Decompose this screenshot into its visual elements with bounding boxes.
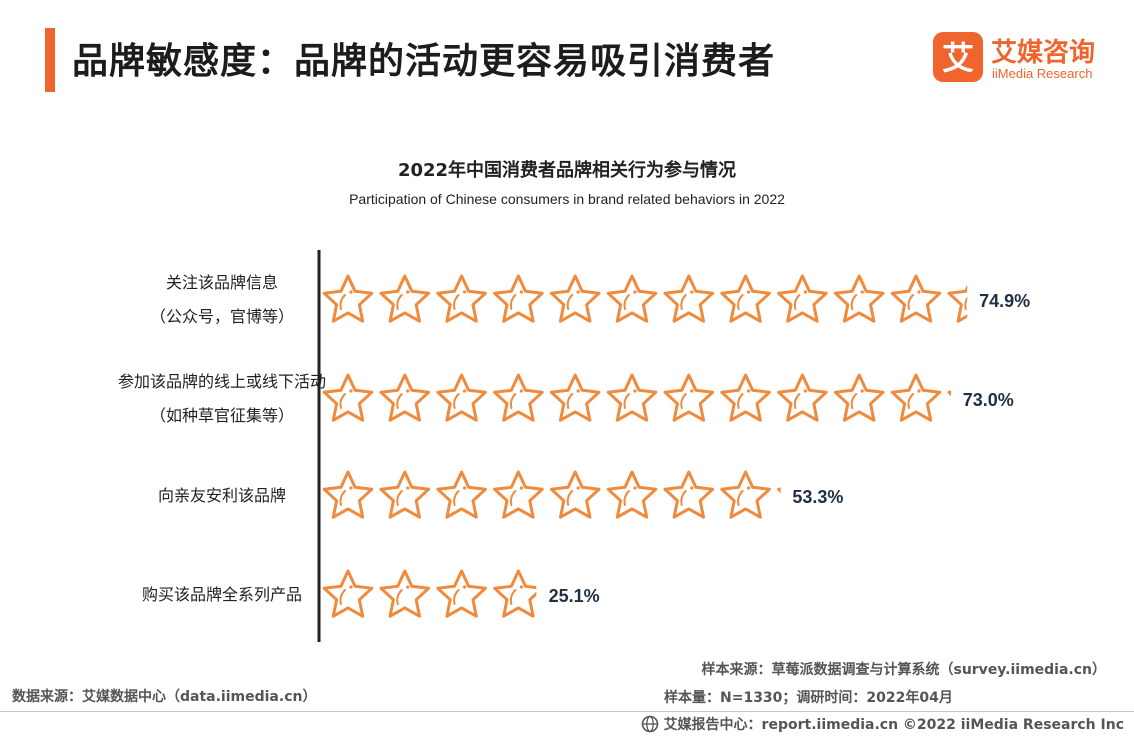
star-mark: [436, 470, 487, 519]
star-mark: [322, 373, 374, 422]
chart-title: 2022年中国消费者品牌相关行为参与情况: [397, 160, 737, 181]
star-mark: [720, 274, 771, 323]
star-mark: [663, 470, 715, 519]
copyright-text: 艾媒报告中心：report.iimedia.cn ©2022 iiMedia R…: [663, 717, 1124, 733]
value-label: 25.1%: [549, 586, 600, 606]
value-label: 53.3%: [792, 487, 843, 507]
star-mark: [606, 373, 658, 422]
sample-size: 样本量：N=1330；调研时间：2022年04月: [664, 690, 953, 706]
star-mark: [379, 470, 431, 519]
category-label: 向亲友安利该品牌: [158, 486, 286, 505]
globe-icon: [641, 715, 658, 733]
star-mark: [663, 274, 715, 323]
value-label: 73.0%: [963, 390, 1014, 410]
star-mark: [720, 373, 771, 422]
star-mark: [493, 470, 544, 519]
bar-row: 25.1% 购买该品牌全系列产品: [142, 569, 600, 618]
data-source: 数据来源：艾媒数据中心（data.iimedia.cn）: [12, 689, 317, 705]
category-label: 购买该品牌全系列产品: [142, 585, 302, 604]
star-mark: [663, 373, 715, 422]
star-mark: [436, 274, 487, 323]
star-mark: [777, 373, 828, 422]
logo-mark: 艾: [933, 32, 983, 82]
bar-row: 74.9% 关注该品牌信息 （公众号，官博等）: [150, 273, 1030, 326]
title-accent-bar: [45, 28, 55, 92]
star-mark: [606, 470, 658, 519]
star-mark: [549, 373, 601, 422]
star-mark: [833, 274, 885, 323]
bar-row: 73.0% 参加该品牌的线上或线下活动 （如种草官征集等）: [118, 372, 1014, 425]
sample-source: 样本来源：草莓派数据调查与计算系统（survey.iimedia.cn）: [701, 662, 1106, 678]
logo-glyph: 艾: [942, 39, 974, 77]
star-mark: [833, 373, 885, 422]
star-mark: [322, 569, 374, 618]
logo-glyph-text: 艾: [942, 39, 974, 77]
star-mark: [890, 274, 942, 323]
star-mark: [606, 274, 658, 323]
star-mark: [493, 569, 537, 618]
value-label: 74.9%: [979, 291, 1030, 311]
star-mark: [549, 274, 601, 323]
star-mark: [322, 470, 374, 519]
star-mark: [379, 569, 431, 618]
star-mark: [436, 569, 487, 618]
category-label: 关注该品牌信息: [166, 273, 278, 292]
logo-text-cn: 艾媒咨询: [991, 38, 1096, 68]
star-mark: [890, 373, 942, 422]
star-mark: [493, 274, 544, 323]
star-mark: [493, 373, 544, 422]
category-label: （公众号，官博等）: [150, 307, 294, 326]
star-mark: [777, 274, 828, 323]
page-title: 品牌敏感度：品牌的活动更容易吸引消费者: [72, 41, 776, 82]
star-mark: [322, 274, 374, 323]
star-mark: [436, 373, 487, 422]
iimedia-logo: 艾 艾媒咨询 iiMedia Research: [933, 32, 1113, 84]
logo-text-en: iiMedia Research: [992, 66, 1093, 81]
copyright: 艾媒报告中心：report.iimedia.cn ©2022 iiMedia R…: [641, 714, 1124, 734]
star-mark: [379, 274, 431, 323]
chart-subtitle: Participation of Chinese consumers in br…: [349, 191, 785, 207]
star-mark: [947, 274, 968, 323]
star-mark: [720, 470, 771, 519]
footer-divider: [0, 711, 1134, 712]
star-mark: [379, 373, 431, 422]
category-label: 参加该品牌的线上或线下活动: [118, 372, 326, 391]
category-label: （如种草官征集等）: [150, 406, 294, 425]
bar-row: 53.3% 向亲友安利该品牌: [158, 470, 843, 519]
star-mark: [549, 470, 601, 519]
